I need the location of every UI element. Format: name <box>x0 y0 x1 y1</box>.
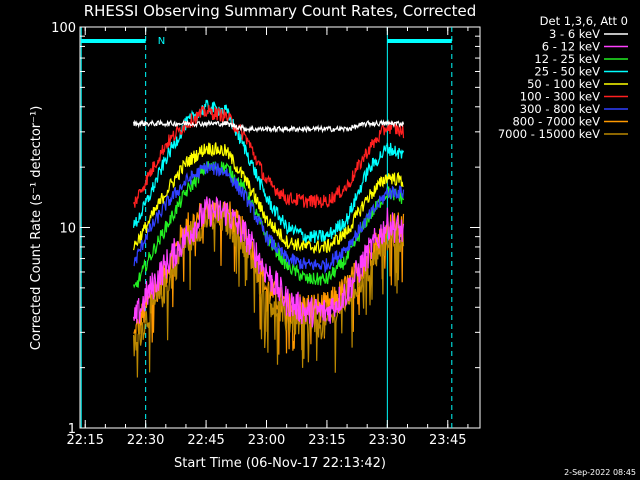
night-bars <box>81 39 452 43</box>
legend-label-2: 12 - 25 keV <box>534 52 600 66</box>
footer-timestamp: 2-Sep-2022 08:45 <box>564 468 636 477</box>
night-bar-1 <box>387 39 452 43</box>
series-layer <box>133 99 405 378</box>
y-tick-label-2: 100 <box>51 21 76 36</box>
y-tick-label-0: 1 <box>68 422 76 437</box>
legend-label-3: 25 - 50 keV <box>534 65 600 79</box>
legend-label-8: 7000 - 15000 keV <box>498 127 600 141</box>
x-tick-label-5: 23:30 <box>369 433 406 448</box>
series-line-4 <box>133 142 404 254</box>
series-line-6 <box>133 161 405 274</box>
x-tick-label-0: 22:15 <box>67 433 104 448</box>
night-annotation: N <box>158 36 165 47</box>
y-axis-label: Corrected Count Rate (s⁻¹ detector⁻¹) <box>29 106 44 351</box>
series-line-3 <box>133 99 405 244</box>
series-line-0 <box>133 118 405 134</box>
x-tick-label-6: 23:45 <box>429 433 466 448</box>
legend-label-0: 3 - 6 keV <box>549 27 600 41</box>
x-tick-label-1: 22:30 <box>127 433 164 448</box>
x-tick-label-2: 22:45 <box>187 433 224 448</box>
legend-title: Det 1,3,6, Att 0 <box>540 14 628 28</box>
x-axis-label: Start Time (06-Nov-17 22:13:42) <box>174 456 386 471</box>
y-axis: 1 10 100 <box>51 21 480 437</box>
legend-label-1: 6 - 12 keV <box>542 40 600 54</box>
legend-label-5: 100 - 300 keV <box>520 90 600 104</box>
x-tick-label-3: 23:00 <box>248 433 285 448</box>
x-axis: 22:15 22:30 22:45 23:00 23:15 23:30 23:45 <box>67 27 469 448</box>
chart-title: RHESSI Observing Summary Count Rates, Co… <box>84 2 477 20</box>
series-line-5 <box>133 105 405 209</box>
legend-label-7: 800 - 7000 keV <box>512 115 600 129</box>
y-tick-label-1: 10 <box>59 222 76 237</box>
legend-label-6: 300 - 800 keV <box>520 102 600 116</box>
series-line-1 <box>133 195 405 328</box>
x-tick-label-4: 23:15 <box>308 433 345 448</box>
legend-label-4: 50 - 100 keV <box>527 77 600 91</box>
night-bar-0 <box>81 39 146 43</box>
